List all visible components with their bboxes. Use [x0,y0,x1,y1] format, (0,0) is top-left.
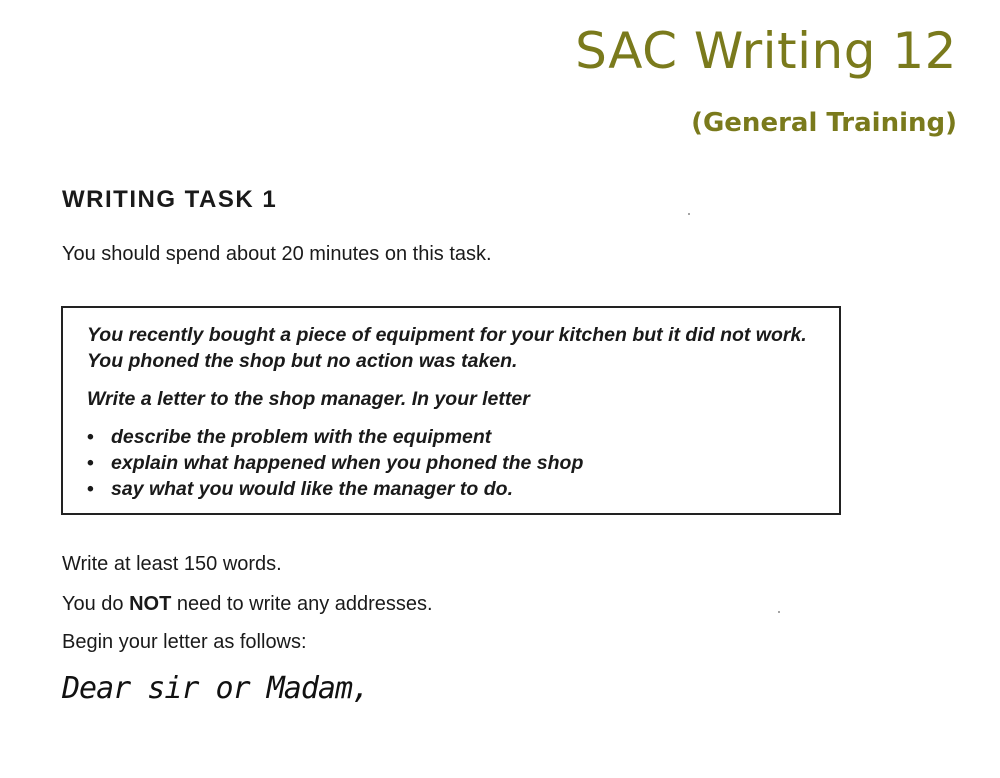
bullet-text: explain what happened when you phoned th… [111,452,584,474]
salutation-handwritten: Dear sir or Madam, [62,671,370,706]
bullet-text: describe the problem with the equipment [111,426,492,448]
addresses-prefix: You do [62,593,130,615]
page-subtitle: (General Training) [691,108,957,138]
task-bullet-list: • describe the problem with the equipmen… [87,424,815,502]
speck [688,213,690,215]
addresses-instruction: You do NOT need to write any addresses. [62,593,433,616]
addresses-emphasis: NOT [129,593,172,615]
task-instruction: Write a letter to the shop manager. In y… [87,388,530,410]
list-item: • explain what happened when you phoned … [87,450,815,476]
bullet-icon: • [87,478,94,500]
begin-instruction: Begin your letter as follows: [62,631,307,653]
word-count-instruction: Write at least 150 words. [62,553,282,575]
bullet-text: say what you would like the manager to d… [111,478,513,500]
time-instruction: You should spend about 20 minutes on thi… [62,243,492,265]
bullet-icon: • [87,452,94,474]
addresses-suffix: need to write any addresses. [171,593,433,615]
bullet-icon: • [87,426,94,448]
task-prompt-box: You recently bought a piece of equipment… [61,306,841,515]
speck [778,611,780,613]
list-item: • describe the problem with the equipmen… [87,424,815,450]
task-heading: WRITING TASK 1 [62,186,278,213]
list-item: • say what you would like the manager to… [87,476,815,502]
task-situation: You recently bought a piece of equipment… [87,324,807,372]
page-title: SAC Writing 12 [575,22,957,80]
